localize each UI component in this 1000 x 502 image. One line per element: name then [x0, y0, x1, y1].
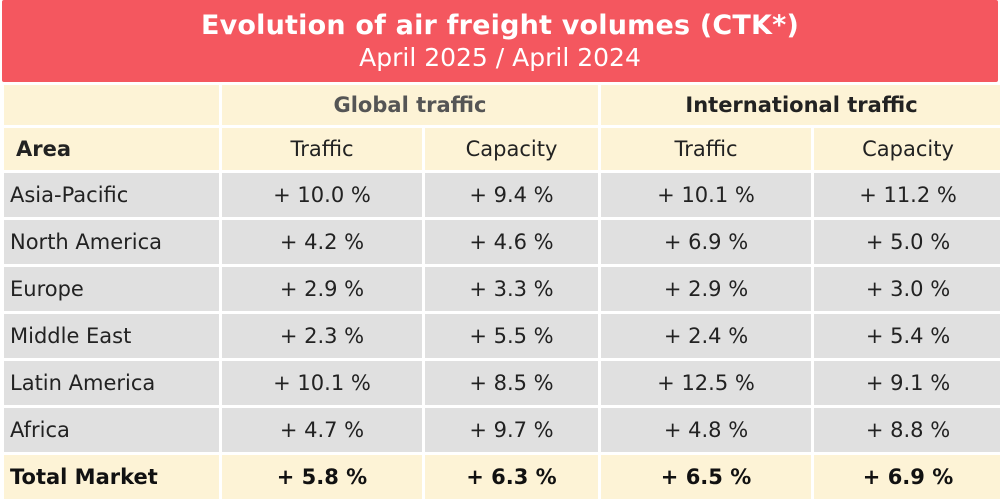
- area-cell: Asia-Pacific: [4, 173, 219, 217]
- intl-capacity-cell: + 9.1 %: [814, 361, 1000, 405]
- global-traffic-cell: + 4.2 %: [222, 220, 422, 264]
- group-header-row: Global traffic International traffic: [4, 85, 1000, 125]
- intl-traffic-cell: + 12.5 %: [601, 361, 812, 405]
- freight-table: Global traffic International traffic Are…: [1, 82, 1000, 502]
- intl-traffic-cell: + 10.1 %: [601, 173, 812, 217]
- column-header-global-traffic: Traffic: [222, 128, 422, 170]
- table-row: North America + 4.2 % + 4.6 % + 6.9 % + 5.0 …: [4, 220, 1000, 264]
- intl-capacity-cell: + 3.0 %: [814, 267, 1000, 311]
- table-row: Africa + 4.7 % + 9.7 % + 4.8 % + 8.8 %: [4, 408, 1000, 452]
- global-traffic-cell: + 2.3 %: [222, 314, 422, 358]
- global-traffic-cell: + 10.1 %: [222, 361, 422, 405]
- intl-traffic-cell: + 4.8 %: [601, 408, 812, 452]
- column-header-global-capacity: Capacity: [425, 128, 599, 170]
- intl-traffic-cell: + 2.4 %: [601, 314, 812, 358]
- table-row: Europe + 2.9 % + 3.3 % + 2.9 % + 3.0 %: [4, 267, 1000, 311]
- column-header-intl-traffic: Traffic: [601, 128, 812, 170]
- total-global-capacity: + 6.3 %: [425, 455, 599, 499]
- table-body: Asia-Pacific + 10.0 % + 9.4 % + 10.1 % + 11.…: [4, 173, 1000, 452]
- total-global-traffic: + 5.8 %: [222, 455, 422, 499]
- table-row: Middle East + 2.3 % + 5.5 % + 2.4 % + 5.4 %: [4, 314, 1000, 358]
- global-capacity-cell: + 5.5 %: [425, 314, 599, 358]
- total-intl-traffic: + 6.5 %: [601, 455, 812, 499]
- intl-capacity-cell: + 8.8 %: [814, 408, 1000, 452]
- table-row: Asia-Pacific + 10.0 % + 9.4 % + 10.1 % + 11.…: [4, 173, 1000, 217]
- global-traffic-cell: + 4.7 %: [222, 408, 422, 452]
- intl-traffic-cell: + 6.9 %: [601, 220, 812, 264]
- intl-capacity-cell: + 5.4 %: [814, 314, 1000, 358]
- group-header-blank: [4, 85, 219, 125]
- intl-capacity-cell: + 11.2 %: [814, 173, 1000, 217]
- total-intl-capacity: + 6.9 %: [814, 455, 1000, 499]
- table-row: Latin America + 10.1 % + 8.5 % + 12.5 % + 9.…: [4, 361, 1000, 405]
- global-capacity-cell: + 9.4 %: [425, 173, 599, 217]
- global-capacity-cell: + 9.7 %: [425, 408, 599, 452]
- group-global-traffic: Global traffic: [222, 85, 599, 125]
- global-traffic-cell: + 2.9 %: [222, 267, 422, 311]
- total-area-cell: Total Market: [4, 455, 219, 499]
- global-traffic-cell: + 10.0 %: [222, 173, 422, 217]
- intl-traffic-cell: + 2.9 %: [601, 267, 812, 311]
- global-capacity-cell: + 4.6 %: [425, 220, 599, 264]
- column-header-row: Area Traffic Capacity Traffic Capacity: [4, 128, 1000, 170]
- group-international-traffic: International traffic: [601, 85, 1000, 125]
- global-capacity-cell: + 3.3 %: [425, 267, 599, 311]
- global-capacity-cell: + 8.5 %: [425, 361, 599, 405]
- intl-capacity-cell: + 5.0 %: [814, 220, 1000, 264]
- area-cell: Africa: [4, 408, 219, 452]
- area-cell: Latin America: [4, 361, 219, 405]
- area-cell: Europe: [4, 267, 219, 311]
- table-title: Evolution of air freight volumes (CTK*): [200, 10, 800, 41]
- table-subtitle: April 2025 / April 2024: [359, 43, 641, 72]
- title-banner: Evolution of air freight volumes (CTK*) …: [2, 0, 998, 82]
- total-row: Total Market + 5.8 % + 6.3 % + 6.5 % + 6…: [4, 455, 1000, 499]
- column-header-area: Area: [4, 128, 219, 170]
- column-header-intl-capacity: Capacity: [814, 128, 1000, 170]
- area-cell: North America: [4, 220, 219, 264]
- area-cell: Middle East: [4, 314, 219, 358]
